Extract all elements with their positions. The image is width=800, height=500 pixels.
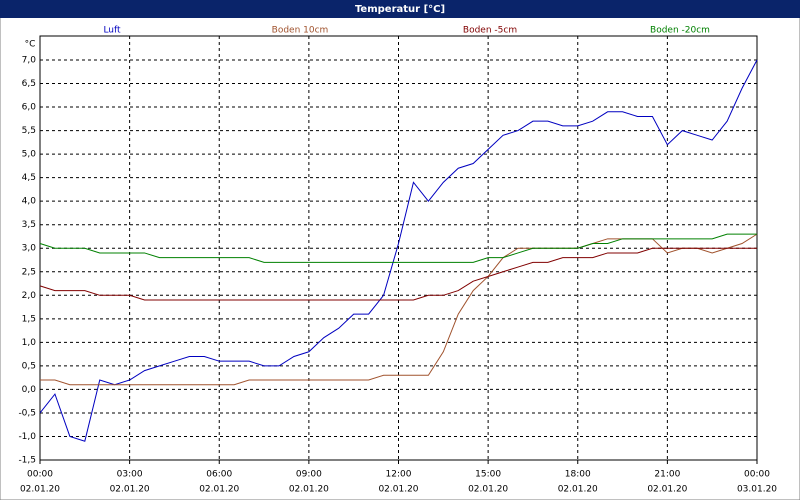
x-tick-label: 03:00 xyxy=(117,470,143,480)
x-tick-date: 02.01.20 xyxy=(647,485,687,495)
y-tick-label: 5,5 xyxy=(22,126,36,136)
series-line xyxy=(39,59,758,442)
y-tick-label: 2,0 xyxy=(22,291,37,301)
legend-entry: Boden 10cm xyxy=(272,26,329,36)
y-tick-label: 1,5 xyxy=(22,314,36,324)
x-tick-label: 00:00 xyxy=(744,470,770,480)
legend-entry: Boden -5cm xyxy=(463,26,517,36)
y-tick-label: 0,0 xyxy=(22,385,37,395)
chart-title: Temperatur [°C] xyxy=(355,4,445,15)
x-tick-date: 02.01.20 xyxy=(20,485,60,495)
x-tick-label: 18:00 xyxy=(565,470,591,480)
y-tick-label: 4,0 xyxy=(22,197,37,207)
x-tick-date: 02.01.20 xyxy=(110,485,150,495)
x-tick-date: 02.01.20 xyxy=(289,485,329,495)
y-tick-label: 5,0 xyxy=(22,150,37,160)
title-bar xyxy=(0,0,800,18)
legend-entry: Boden -20cm xyxy=(650,26,710,36)
legend-entry: Luft xyxy=(103,26,121,36)
x-tick-date: 02.01.20 xyxy=(199,485,239,495)
x-tick-label: 21:00 xyxy=(654,470,680,480)
y-tick-label: 0,5 xyxy=(22,361,36,371)
y-tick-label: 6,0 xyxy=(22,103,37,113)
x-tick-date: 02.01.20 xyxy=(558,485,598,495)
y-tick-label: 3,5 xyxy=(22,220,36,230)
y-tick-label: 2,5 xyxy=(22,267,36,277)
x-tick-label: 09:00 xyxy=(296,470,322,480)
x-tick-label: 00:00 xyxy=(27,470,53,480)
y-tick-label: -1,0 xyxy=(18,432,36,442)
x-tick-date: 02.01.20 xyxy=(468,485,508,495)
y-tick-label: 7,0 xyxy=(22,56,37,66)
x-tick-label: 15:00 xyxy=(475,470,501,480)
x-tick-label: 12:00 xyxy=(386,470,412,480)
x-tick-label: 06:00 xyxy=(206,470,232,480)
y-tick-label: 6,5 xyxy=(22,79,36,89)
y-tick-label: 3,0 xyxy=(22,244,37,254)
series-line xyxy=(39,233,757,263)
x-tick-date: 02.01.20 xyxy=(378,485,418,495)
series-line xyxy=(39,247,757,301)
x-tick-date: 03.01.20 xyxy=(737,485,777,495)
y-tick-label: 1,0 xyxy=(22,338,37,348)
y-tick-label: 4,5 xyxy=(22,173,36,183)
y-tick-label: -0,5 xyxy=(18,408,36,418)
y-axis-label: °C xyxy=(25,40,36,50)
y-tick-label: -1,5 xyxy=(18,456,36,466)
